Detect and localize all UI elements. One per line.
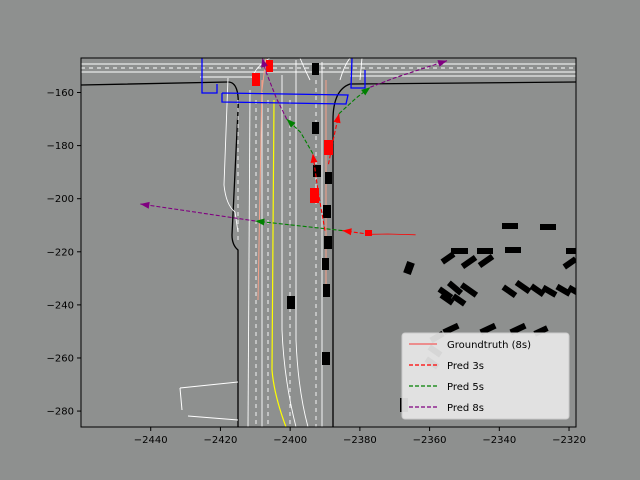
trajectory-pred-5s xyxy=(338,86,371,115)
legend-label-pred-3s: Pred 3s xyxy=(447,361,484,372)
x-tick-label: −2420 xyxy=(204,435,238,446)
lane-dashes xyxy=(81,67,576,427)
x-tick-label: −2360 xyxy=(413,435,447,446)
y-tick-label: −240 xyxy=(47,300,74,311)
trajectory-groundtruth-8s xyxy=(369,233,416,236)
y-axis: −160 −180 −200 −220 −240 −260 −280 xyxy=(47,88,81,418)
y-tick-label: −220 xyxy=(47,247,74,258)
arrowhead-pred-8s xyxy=(140,201,150,209)
legend: Groundtruth (8s) Pred 3s Pred 5s Pred 8s xyxy=(401,332,570,420)
x-tick-label: −2380 xyxy=(343,435,377,446)
trajectory-pred-3s xyxy=(342,230,370,235)
arrowhead-pred-8s xyxy=(437,60,447,67)
center-lane-yellow xyxy=(271,99,287,427)
trajectories xyxy=(140,58,448,236)
x-tick-label: −2340 xyxy=(482,435,516,446)
x-tick-label: −2400 xyxy=(273,435,307,446)
y-tick-label: −200 xyxy=(47,194,74,205)
x-tick-label: −2440 xyxy=(134,435,168,446)
crosswalk-lines xyxy=(179,381,239,421)
trajectory-pred-3s xyxy=(312,153,326,231)
target-agents xyxy=(252,60,372,236)
arrowhead-pred-3s xyxy=(342,228,352,236)
crosswalk-polygons xyxy=(201,58,366,105)
arrowhead-pred-3s xyxy=(333,113,341,124)
x-axis: −2440 −2420 −2400 −2380 −2360 −2340 −2320 xyxy=(134,427,586,446)
legend-box xyxy=(401,332,570,420)
trajectory-pred-8s xyxy=(140,203,256,222)
arrowhead-pred-3s xyxy=(310,153,318,163)
arrowhead-pred-5s xyxy=(286,119,296,128)
lane-lines xyxy=(81,58,576,427)
arrowhead-pred-5s xyxy=(255,218,265,226)
road-boundaries xyxy=(81,81,576,427)
legend-label-pred-5s: Pred 5s xyxy=(447,382,484,393)
trajectory-pred-8s xyxy=(370,60,448,88)
arrowhead-pred-5s xyxy=(361,87,371,96)
trajectory-pred-5s xyxy=(255,220,343,232)
y-tick-label: −260 xyxy=(47,353,74,364)
lane-salmon-left xyxy=(257,79,263,301)
axes-frame xyxy=(80,57,577,428)
arrowhead-pred-8s xyxy=(261,58,268,68)
x-tick-label: −2320 xyxy=(552,435,586,446)
legend-label-groundtruth: Groundtruth (8s) xyxy=(447,340,531,351)
legend-label-pred-8s: Pred 8s xyxy=(447,403,484,414)
trajectory-pred-8s xyxy=(261,58,288,120)
y-tick-label: −180 xyxy=(47,141,74,152)
y-tick-label: −280 xyxy=(47,407,74,418)
y-tick-label: −160 xyxy=(47,88,74,99)
